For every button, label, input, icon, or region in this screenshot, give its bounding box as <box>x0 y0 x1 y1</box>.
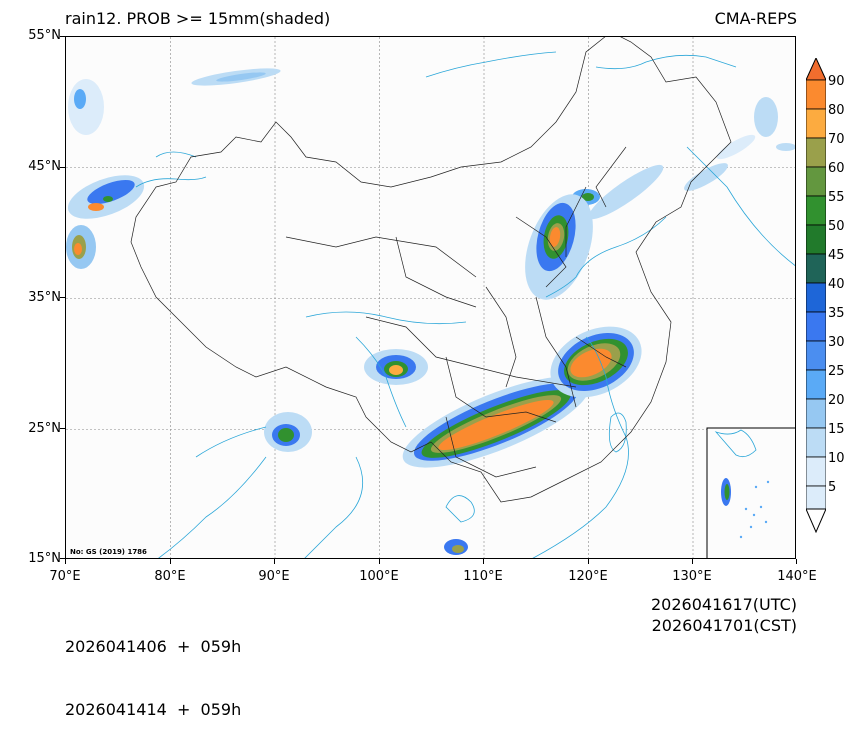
colorbar-label: 80 <box>828 103 845 118</box>
colorbar-under-arrow <box>805 508 827 534</box>
scs-inset <box>706 427 795 558</box>
map-canvas <box>66 37 795 558</box>
lon-tick <box>796 559 797 564</box>
valid-time-block: 2026041617(UTC) 2026041701(CST) <box>651 594 797 636</box>
map-review-number: No: GS (2019) 1786 <box>70 548 147 556</box>
precip-shading <box>66 68 795 555</box>
lon-tick <box>274 559 275 564</box>
colorbar-label: 10 <box>828 451 845 466</box>
lat-tick <box>60 297 65 298</box>
colorbar-label: 70 <box>828 132 845 147</box>
lat-label-45n: 45°N <box>28 159 61 174</box>
lon-tick <box>588 559 589 564</box>
lon-label-70e: 70°E <box>49 569 81 584</box>
graticule <box>66 37 795 558</box>
colorbar-label: 45 <box>828 248 845 263</box>
lat-label-15n: 15°N <box>28 551 61 566</box>
colorbar-label: 20 <box>828 393 845 408</box>
lat-tick <box>60 558 65 559</box>
valid-time-utc: 2026041617(UTC) <box>651 595 797 614</box>
colorbar-label: 60 <box>828 161 845 176</box>
colorbar-label: 90 <box>828 74 845 89</box>
colorbar-label: 35 <box>828 306 845 321</box>
init-time-block: 2026041406 + 059h 2026041414 + 059h <box>65 594 241 741</box>
lon-label-140e: 140°E <box>777 569 817 584</box>
lon-label-120e: 120°E <box>568 569 608 584</box>
lon-label-80e: 80°E <box>154 569 186 584</box>
coastlines <box>135 51 795 558</box>
colorbar-label: 5 <box>828 480 837 495</box>
lat-tick <box>60 428 65 429</box>
colorbar-label: 55 <box>828 190 845 205</box>
colorbar-over-arrow <box>805 56 827 81</box>
lat-label-55n: 55°N <box>28 28 61 43</box>
lon-tick <box>692 559 693 564</box>
lon-label-90e: 90°E <box>258 569 290 584</box>
lon-tick <box>379 559 380 564</box>
lon-tick <box>65 559 66 564</box>
colorbar-label: 40 <box>828 277 845 292</box>
lon-label-130e: 130°E <box>672 569 712 584</box>
lat-label-35n: 35°N <box>28 290 61 305</box>
init-time-cst: 2026041414 + 059h <box>65 700 242 719</box>
lon-tick <box>483 559 484 564</box>
boundaries <box>130 37 732 503</box>
lon-label-100e: 100°E <box>359 569 399 584</box>
lat-label-25n: 25°N <box>28 421 61 436</box>
lon-tick <box>170 559 171 564</box>
colorbar-label: 50 <box>828 219 845 234</box>
colorbar-label: 25 <box>828 364 845 379</box>
colorbar <box>805 56 827 537</box>
lat-tick <box>60 36 65 37</box>
valid-time-cst: 2026041701(CST) <box>651 616 797 635</box>
chart-title: rain12. PROB >= 15mm(shaded) <box>65 9 331 28</box>
colorbar-label: 15 <box>828 422 845 437</box>
lat-tick <box>60 167 65 168</box>
map-panel[interactable]: No: GS (2019) 1786 <box>65 36 796 559</box>
colorbar-label: 30 <box>828 335 845 350</box>
model-name: CMA-REPS <box>714 9 797 28</box>
lon-label-110e: 110°E <box>463 569 503 584</box>
